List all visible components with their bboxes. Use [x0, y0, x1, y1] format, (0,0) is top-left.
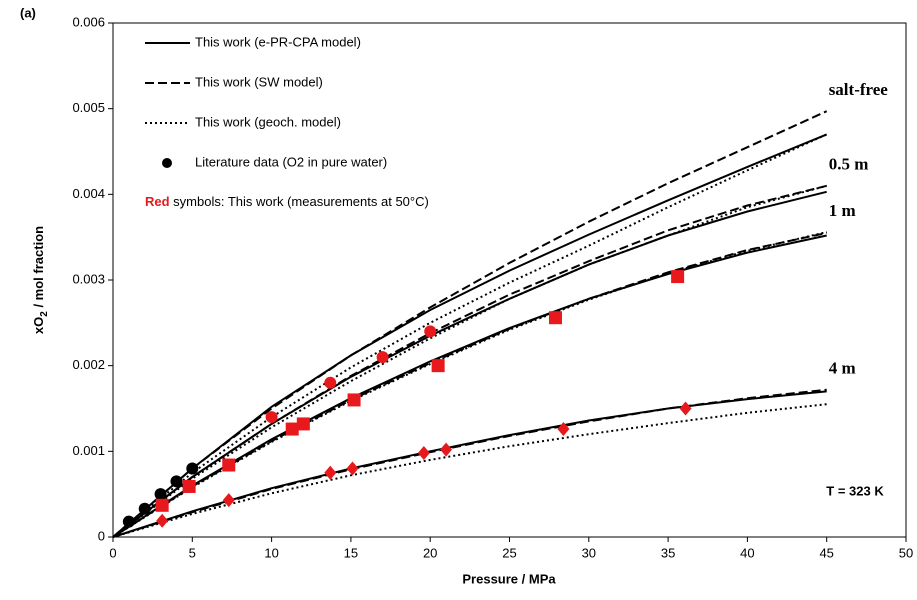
legend-note-text: symbols: This work (measurements at 50°C… [170, 194, 429, 209]
y-label-part: xO [31, 317, 46, 334]
data-point [122, 515, 135, 528]
data-point [182, 479, 196, 493]
data-point [154, 488, 167, 501]
data-point [417, 446, 430, 461]
curve-label: salt-free [829, 80, 889, 99]
annotation: T = 323 K [826, 483, 884, 498]
legend-label: Literature data (O2 in pure water) [195, 154, 387, 169]
x-tick-label: 45 [819, 545, 833, 560]
model-curve [112, 390, 827, 538]
model-curve [112, 110, 828, 538]
legend-label: This work (geoch. model) [195, 114, 341, 129]
x-tick-label: 0 [109, 545, 116, 560]
data-point [679, 401, 692, 416]
data-point [186, 462, 199, 475]
data-point [557, 422, 570, 437]
data-point [376, 351, 389, 364]
x-tick-label: 10 [264, 545, 278, 560]
data-point [424, 325, 437, 338]
model-curve [112, 190, 827, 538]
x-tick-label: 25 [502, 545, 516, 560]
y-label-sub: 2 [39, 311, 50, 317]
panel-label: (a) [20, 5, 36, 20]
legend-note: Red symbols: This work (measurements at … [145, 194, 429, 209]
model-curve [112, 133, 828, 538]
y-tick-label: 0.003 [72, 271, 105, 286]
legend-label: This work (e-PR-CPA model) [195, 34, 361, 49]
data-point [222, 458, 236, 472]
model-curve [112, 234, 827, 538]
x-axis-label: Pressure / MPa [462, 571, 556, 586]
x-tick-label: 50 [899, 545, 913, 560]
data-point [296, 417, 310, 431]
data-point [170, 475, 183, 488]
data-point [324, 376, 337, 389]
data-point [548, 311, 562, 325]
y-axis-label: xO2 / mol fraction [31, 226, 49, 334]
y-label-part: / mol fraction [31, 226, 46, 311]
data-point [285, 422, 299, 436]
data-point [440, 442, 453, 457]
data-point [346, 461, 359, 476]
data-point [324, 465, 337, 480]
y-tick-label: 0.002 [72, 357, 105, 372]
model-curve [112, 231, 827, 538]
data-point [347, 393, 361, 407]
x-tick-label: 15 [344, 545, 358, 560]
x-tick-label: 35 [661, 545, 675, 560]
y-tick-label: 0.001 [72, 443, 105, 458]
y-tick-label: 0 [98, 528, 105, 543]
y-tick-label: 0.005 [72, 100, 105, 115]
model-curve [112, 184, 827, 538]
data-point [156, 513, 169, 528]
legend-note-bold: Red [145, 194, 170, 209]
legend-label: This work (SW model) [195, 74, 323, 89]
legend-marker [162, 158, 172, 168]
data-point [431, 359, 445, 373]
y-tick-label: 0.006 [72, 14, 105, 29]
model-curve [112, 184, 827, 538]
curve-label: 1 m [829, 201, 856, 220]
model-curve [112, 388, 827, 538]
data-point [155, 498, 169, 512]
model-curve [112, 231, 827, 538]
x-tick-label: 20 [423, 545, 437, 560]
data-point [265, 411, 278, 424]
x-tick-label: 30 [582, 545, 596, 560]
curve-label: 0.5 m [829, 155, 869, 174]
x-tick-label: 40 [740, 545, 754, 560]
data-point [671, 270, 685, 284]
model-curve [112, 403, 827, 538]
model-curve [112, 133, 828, 538]
curve-label: 4 m [829, 359, 856, 378]
y-tick-label: 0.004 [72, 186, 105, 201]
data-point [138, 502, 151, 515]
x-tick-label: 5 [189, 545, 196, 560]
data-point [222, 493, 235, 508]
